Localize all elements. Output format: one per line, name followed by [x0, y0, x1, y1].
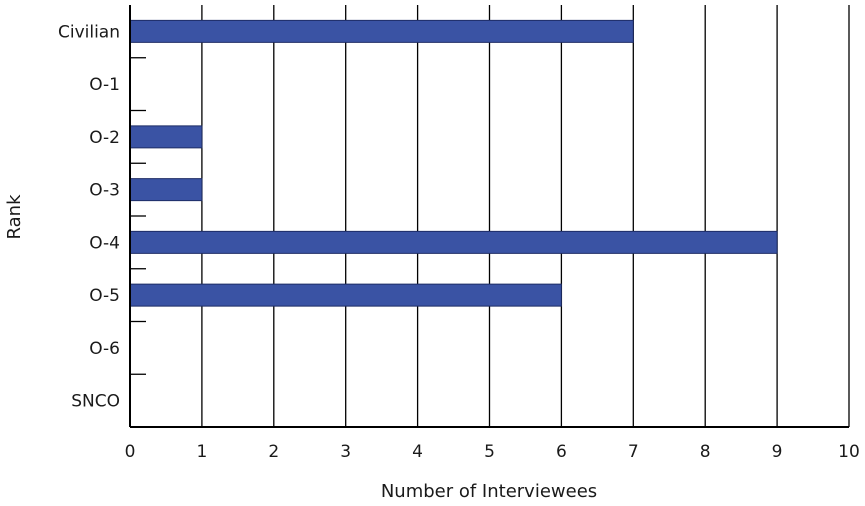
bar-o-3: [129, 178, 203, 202]
y-tick-labels: Civilian O-1 O-2 O-3 O-4 O-5 O-6 SNCO: [58, 22, 120, 411]
x-tick-label-9: 9: [772, 442, 783, 462]
x-tick-label-4: 4: [412, 442, 423, 462]
x-tick-label-10: 10: [838, 442, 860, 462]
axes: [129, 5, 849, 428]
bar-o-5: [129, 283, 562, 307]
bar-o-4: [129, 230, 778, 254]
y-tick-label-o-2: O-2: [89, 128, 120, 148]
y-tick-label-o-1: O-1: [89, 75, 120, 95]
x-axis-title: Number of Interviewees: [381, 481, 597, 502]
y-tick-label-civilian: Civilian: [58, 22, 120, 42]
x-tick-label-7: 7: [628, 442, 639, 462]
x-tick-label-3: 3: [340, 442, 351, 462]
y-tick-label-o-6: O-6: [89, 339, 120, 359]
x-tick-label-1: 1: [196, 442, 207, 462]
x-tick-label-2: 2: [268, 442, 279, 462]
x-tick-labels: 0 1 2 3 4 5 6 7 8 9 10: [125, 442, 860, 462]
y-tick-label-o-5: O-5: [89, 286, 120, 306]
y-tick-label-snco: SNCO: [71, 392, 120, 412]
x-tick-label-5: 5: [484, 442, 495, 462]
x-tick-label-8: 8: [700, 442, 711, 462]
x-tick-label-0: 0: [125, 442, 136, 462]
bar-o-2: [129, 125, 203, 149]
bar-civilian: [129, 19, 634, 43]
y-axis-title: Rank: [4, 194, 25, 240]
bars: [129, 19, 778, 307]
y-tick-label-o-4: O-4: [89, 233, 120, 253]
y-tick-label-o-3: O-3: [89, 181, 120, 201]
x-tick-label-6: 6: [556, 442, 567, 462]
gridlines: [201, 5, 850, 427]
